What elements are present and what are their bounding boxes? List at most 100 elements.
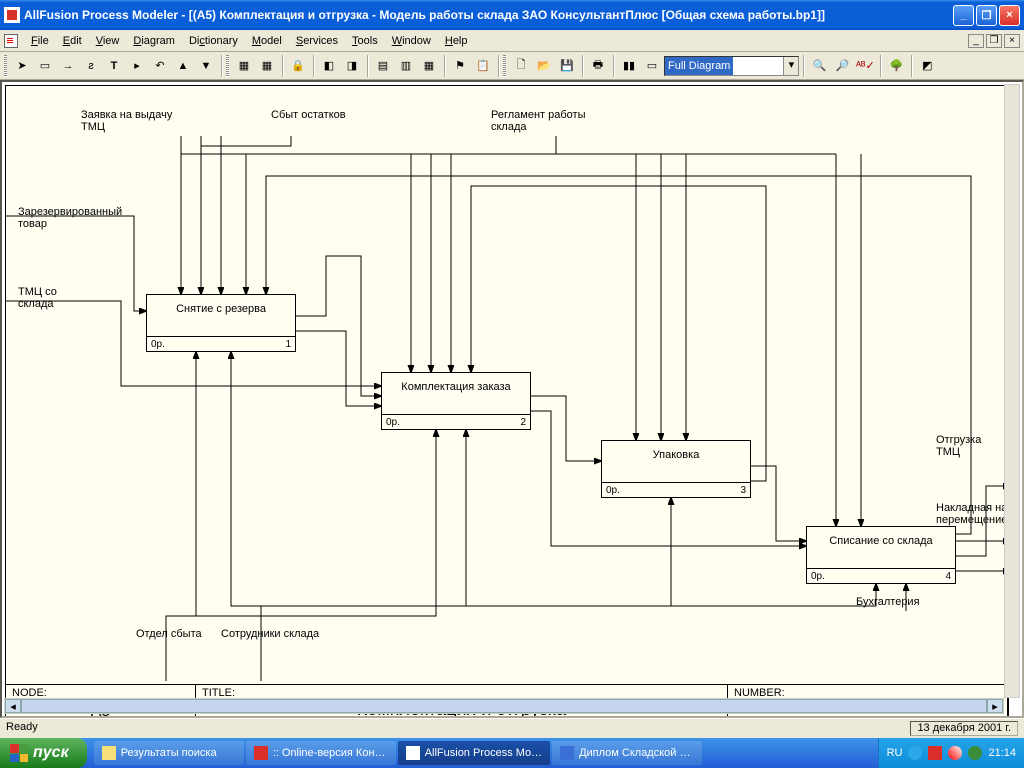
output-label: Отгрузка ТМЦ <box>936 434 1006 458</box>
diagram-canvas-wrap: Заявка на выдачу ТМЦ Сбыт остатков Регла… <box>0 80 1024 718</box>
tb-button[interactable]: ▦ <box>418 55 440 77</box>
down-button[interactable]: ▼ <box>195 55 217 77</box>
reports-button[interactable]: ▮▮ <box>618 55 640 77</box>
scroll-left-button[interactable]: ◂ <box>5 699 21 713</box>
mechanism-label: Отдел сбыта <box>136 628 202 640</box>
menu-tools[interactable]: Tools <box>345 33 385 49</box>
activity-box[interactable]: Списание со склада 0р. 4 <box>806 526 956 584</box>
spellcheck-button[interactable]: ᴬᴮ✓ <box>854 55 876 77</box>
mechanism-label: Бухгалтерия <box>856 596 920 608</box>
status-date: 13 декабря 2001 г. <box>910 721 1018 736</box>
dropdown-arrow-icon[interactable]: ▾ <box>783 57 798 75</box>
open-button[interactable]: 📂 <box>533 55 555 77</box>
zoom-combo-value: Full Diagram <box>665 57 733 75</box>
menu-services[interactable]: Services <box>289 33 345 49</box>
task-label: :: Online-версия Кон… <box>273 747 386 759</box>
tb-button[interactable]: ▤ <box>372 55 394 77</box>
task-label: Результаты поиска <box>121 747 217 759</box>
tb-button[interactable]: 🔒 <box>287 55 309 77</box>
maximize-button[interactable]: ❐ <box>976 5 997 26</box>
mdi-close-button[interactable]: × <box>1004 34 1020 48</box>
tb-button[interactable]: ⚑ <box>449 55 471 77</box>
tray-icon[interactable] <box>908 746 922 760</box>
tb-button[interactable]: ▭ <box>641 55 663 77</box>
tray-icon[interactable] <box>968 746 982 760</box>
input-label: Зарезервированный товар <box>18 206 138 230</box>
menu-diagram[interactable]: Diagram <box>126 33 182 49</box>
task-icon <box>254 746 268 760</box>
minimize-button[interactable]: _ <box>953 5 974 26</box>
activity-number: 1 <box>285 339 291 350</box>
scroll-thumb[interactable] <box>21 699 987 713</box>
taskbar-task[interactable]: :: Online-версия Кон… <box>246 741 396 765</box>
task-icon <box>406 746 420 760</box>
input-label: ТМЦ со склада <box>18 286 88 310</box>
model-explorer-button[interactable]: 🌳 <box>885 55 907 77</box>
mdi-minimize-button[interactable]: _ <box>968 34 984 48</box>
menu-help[interactable]: Help <box>438 33 475 49</box>
toolbar: ➤ ▭ → ƨ T ▸ ↶ ▲ ▼ ▦ ▦ 🔒 ◧ ◨ ▤ ▥ ▦ ⚑ 📋 🗋 … <box>0 52 1024 80</box>
zoom-combo[interactable]: Full Diagram ▾ <box>664 56 799 76</box>
tb-button[interactable]: ▦ <box>256 55 278 77</box>
squiggle-tool-button[interactable]: ƨ <box>80 55 102 77</box>
status-text: Ready <box>6 721 38 736</box>
menu-model[interactable]: Model <box>245 33 289 49</box>
taskbar: пуск Результаты поиска:: Online-версия К… <box>0 738 1024 768</box>
window-title: AllFusion Process Modeler - [(A5) Компле… <box>24 8 953 22</box>
activity-label: Списание со склада <box>807 535 955 547</box>
tb-button[interactable]: ◧ <box>318 55 340 77</box>
activity-cost: 0р. <box>811 571 825 582</box>
horizontal-scrollbar[interactable]: ◂ ▸ <box>4 698 1004 714</box>
undo-button[interactable]: ↶ <box>149 55 171 77</box>
menu-view[interactable]: View <box>89 33 127 49</box>
activity-number: 4 <box>945 571 951 582</box>
mdi-restore-button[interactable]: ❐ <box>986 34 1002 48</box>
tb-button[interactable]: ◩ <box>916 55 938 77</box>
save-button[interactable]: 💾 <box>556 55 578 77</box>
tray-icon[interactable] <box>948 746 962 760</box>
scroll-right-button[interactable]: ▸ <box>987 699 1003 713</box>
menu-edit[interactable]: Edit <box>56 33 89 49</box>
activity-label: Снятие с резерва <box>147 303 295 315</box>
taskbar-task[interactable]: Диплом Складской … <box>552 741 702 765</box>
task-icon <box>102 746 116 760</box>
tray-lang[interactable]: RU <box>887 747 903 759</box>
windows-logo-icon <box>10 744 28 762</box>
task-icon <box>560 746 574 760</box>
vertical-scrollbar[interactable] <box>1004 84 1020 698</box>
tb-button[interactable]: 📋 <box>472 55 494 77</box>
zoom-in-button[interactable]: 🔍 <box>808 55 830 77</box>
tb-button[interactable]: ◨ <box>341 55 363 77</box>
task-label: Диплом Складской … <box>579 747 690 759</box>
goto-parent-button[interactable]: ▸ <box>126 55 148 77</box>
text-tool-button[interactable]: T <box>103 55 125 77</box>
taskbar-task[interactable]: Результаты поиска <box>94 741 244 765</box>
tray-icon[interactable] <box>928 746 942 760</box>
new-button[interactable]: 🗋 <box>510 55 532 77</box>
activity-box[interactable]: Комплектация заказа 0р. 2 <box>381 372 531 430</box>
print-button[interactable]: 🖶 <box>587 55 609 77</box>
control-label: Регламент работы склада <box>491 109 611 133</box>
tb-button[interactable]: ▥ <box>395 55 417 77</box>
start-button[interactable]: пуск <box>0 738 87 768</box>
activity-label: Упаковка <box>602 449 750 461</box>
tray-clock[interactable]: 21:14 <box>988 747 1016 759</box>
arrow-tool-button[interactable]: → <box>57 55 79 77</box>
zoom-tool-button[interactable]: 🔎 <box>831 55 853 77</box>
pointer-tool-button[interactable]: ➤ <box>11 55 33 77</box>
taskbar-task[interactable]: AllFusion Process Mo… <box>398 741 550 765</box>
activity-tool-button[interactable]: ▭ <box>34 55 56 77</box>
close-button[interactable]: × <box>999 5 1020 26</box>
activity-box[interactable]: Упаковка 0р. 3 <box>601 440 751 498</box>
menu-file[interactable]: FFileile <box>24 33 56 49</box>
up-button[interactable]: ▲ <box>172 55 194 77</box>
menu-dictionary[interactable]: Dictionary <box>182 33 245 49</box>
menu-window[interactable]: Window <box>385 33 438 49</box>
activity-number: 3 <box>740 485 746 496</box>
control-label: Заявка на выдачу ТМЦ <box>81 109 191 133</box>
status-bar: Ready 13 декабря 2001 г. <box>0 718 1024 738</box>
mechanism-label: Сотрудники склада <box>221 628 319 640</box>
activity-box[interactable]: Снятие с резерва 0р. 1 <box>146 294 296 352</box>
tb-button[interactable]: ▦ <box>233 55 255 77</box>
diagram-canvas[interactable]: Заявка на выдачу ТМЦ Сбыт остатков Регла… <box>5 85 1009 718</box>
